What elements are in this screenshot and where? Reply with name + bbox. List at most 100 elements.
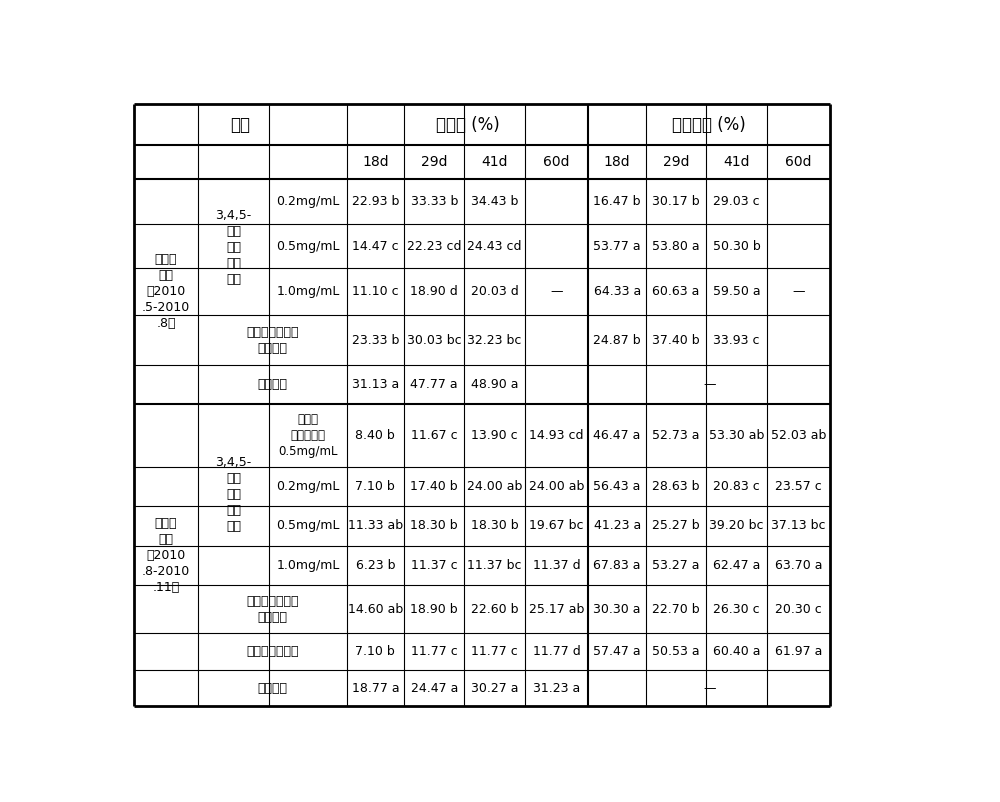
Text: 8.40 b: 8.40 b: [355, 429, 395, 442]
Text: 46.47 a: 46.47 a: [593, 429, 641, 442]
Text: 20.03 d: 20.03 d: [471, 285, 519, 298]
Text: 60d: 60d: [785, 156, 812, 169]
Text: 41d: 41d: [723, 156, 750, 169]
Text: 0.2mg/mL: 0.2mg/mL: [276, 195, 340, 209]
Text: 14.47 c: 14.47 c: [352, 240, 399, 253]
Text: 18.77 a: 18.77 a: [352, 682, 399, 695]
Text: 3,4,5-
三羟
基苯
甲酸
甲酯: 3,4,5- 三羟 基苯 甲酸 甲酯: [215, 456, 252, 533]
Text: 24.87 b: 24.87 b: [593, 334, 641, 346]
Text: 11.33 ab: 11.33 ab: [348, 520, 403, 533]
Text: 64.33 a: 64.33 a: [594, 285, 641, 298]
Text: 18d: 18d: [362, 156, 389, 169]
Text: 处理: 处理: [230, 115, 250, 134]
Text: 11.77 c: 11.77 c: [411, 645, 458, 658]
Text: 22.93 b: 22.93 b: [352, 195, 399, 209]
Text: 空白对照: 空白对照: [257, 378, 287, 391]
Text: 50.30 b: 50.30 b: [713, 240, 760, 253]
Text: 11.37 d: 11.37 d: [533, 559, 580, 572]
Text: 移栽时
开始淋根，
0.5mg/mL: 移栽时 开始淋根， 0.5mg/mL: [278, 413, 338, 458]
Text: 31.13 a: 31.13 a: [352, 378, 399, 391]
Text: 41.23 a: 41.23 a: [594, 520, 641, 533]
Text: 20.30 c: 20.30 c: [775, 603, 822, 616]
Text: 67.83 a: 67.83 a: [593, 559, 641, 572]
Text: 30.03 bc: 30.03 bc: [407, 334, 462, 346]
Text: 24.43 cd: 24.43 cd: [467, 240, 522, 253]
Text: 18d: 18d: [604, 156, 630, 169]
Text: 16.47 b: 16.47 b: [593, 195, 641, 209]
Text: 48.90 a: 48.90 a: [471, 378, 518, 391]
Text: 农用硫酸链霉素
药剂对照: 农用硫酸链霉素 药剂对照: [246, 595, 298, 624]
Text: 11.10 c: 11.10 c: [352, 285, 399, 298]
Text: 14.93 cd: 14.93 cd: [529, 429, 584, 442]
Text: 60.63 a: 60.63 a: [652, 285, 700, 298]
Text: 34.43 b: 34.43 b: [471, 195, 518, 209]
Text: 农用硫酸链霉素
药剂对照: 农用硫酸链霉素 药剂对照: [246, 326, 298, 354]
Text: 11.77 c: 11.77 c: [471, 645, 518, 658]
Text: 52.73 a: 52.73 a: [652, 429, 700, 442]
Text: 7.10 b: 7.10 b: [355, 480, 395, 493]
Text: 22.60 b: 22.60 b: [471, 603, 518, 616]
Text: 24.00 ab: 24.00 ab: [529, 480, 584, 493]
Text: 59.50 a: 59.50 a: [713, 285, 760, 298]
Text: 18.30 b: 18.30 b: [471, 520, 518, 533]
Text: 53.80 a: 53.80 a: [652, 240, 700, 253]
Text: 13.90 c: 13.90 c: [471, 429, 518, 442]
Text: 41d: 41d: [481, 156, 508, 169]
Text: 22.23 cd: 22.23 cd: [407, 240, 461, 253]
Text: 发病率 (%): 发病率 (%): [436, 115, 499, 134]
Text: 防治效果 (%): 防治效果 (%): [672, 115, 746, 134]
Text: 28.63 b: 28.63 b: [652, 480, 700, 493]
Text: 18.30 b: 18.30 b: [410, 520, 458, 533]
Text: 33.93 c: 33.93 c: [713, 334, 760, 346]
Text: 1.0mg/mL: 1.0mg/mL: [276, 559, 340, 572]
Text: 23.33 b: 23.33 b: [352, 334, 399, 346]
Text: 61.97 a: 61.97 a: [775, 645, 822, 658]
Text: 56.43 a: 56.43 a: [593, 480, 641, 493]
Text: 30.27 a: 30.27 a: [471, 682, 518, 695]
Text: 62.47 a: 62.47 a: [713, 559, 760, 572]
Text: 19.67 bc: 19.67 bc: [529, 520, 584, 533]
Text: 11.37 c: 11.37 c: [411, 559, 458, 572]
Text: 60.40 a: 60.40 a: [713, 645, 760, 658]
Text: 39.20 bc: 39.20 bc: [709, 520, 764, 533]
Text: 7.10 b: 7.10 b: [355, 645, 395, 658]
Text: 11.37 bc: 11.37 bc: [467, 559, 522, 572]
Text: 60d: 60d: [543, 156, 570, 169]
Text: 11.77 d: 11.77 d: [533, 645, 581, 658]
Text: 18.90 b: 18.90 b: [410, 603, 458, 616]
Text: 3,4,5-
三羟
基苯
甲酸
甲酯: 3,4,5- 三羟 基苯 甲酸 甲酯: [215, 209, 252, 286]
Text: —: —: [550, 285, 563, 298]
Text: 0.5mg/mL: 0.5mg/mL: [276, 240, 340, 253]
Text: 30.17 b: 30.17 b: [652, 195, 700, 209]
Text: 23.57 c: 23.57 c: [775, 480, 822, 493]
Text: 53.27 a: 53.27 a: [652, 559, 700, 572]
Text: 1.0mg/mL: 1.0mg/mL: [276, 285, 340, 298]
Text: 26.30 c: 26.30 c: [713, 603, 760, 616]
Text: 37.13 bc: 37.13 bc: [771, 520, 826, 533]
Text: 31.23 a: 31.23 a: [533, 682, 580, 695]
Text: 22.70 b: 22.70 b: [652, 603, 700, 616]
Text: 25.17 ab: 25.17 ab: [529, 603, 584, 616]
Text: —: —: [792, 285, 805, 298]
Text: 29d: 29d: [663, 156, 689, 169]
Text: 17.40 b: 17.40 b: [410, 480, 458, 493]
Text: 第二次
试验
（2010
.8-2010
.11）: 第二次 试验 （2010 .8-2010 .11）: [142, 516, 190, 593]
Text: 0.5mg/mL: 0.5mg/mL: [276, 520, 340, 533]
Text: 53.77 a: 53.77 a: [593, 240, 641, 253]
Text: 53.30 ab: 53.30 ab: [709, 429, 764, 442]
Text: 25.27 b: 25.27 b: [652, 520, 700, 533]
Text: 50.53 a: 50.53 a: [652, 645, 700, 658]
Text: 32.23 bc: 32.23 bc: [467, 334, 522, 346]
Text: 噻菌铜药剂对照: 噻菌铜药剂对照: [246, 645, 298, 658]
Text: 第一次
试验
（2010
.5-2010
.8）: 第一次 试验 （2010 .5-2010 .8）: [142, 253, 190, 330]
Text: 20.83 c: 20.83 c: [713, 480, 760, 493]
Text: 63.70 a: 63.70 a: [775, 559, 822, 572]
Text: 24.47 a: 24.47 a: [411, 682, 458, 695]
Text: 11.67 c: 11.67 c: [411, 429, 458, 442]
Text: 6.23 b: 6.23 b: [356, 559, 395, 572]
Text: 29d: 29d: [421, 156, 447, 169]
Text: 52.03 ab: 52.03 ab: [771, 429, 826, 442]
Text: 33.33 b: 33.33 b: [411, 195, 458, 209]
Text: —: —: [703, 378, 716, 391]
Text: 空白对照: 空白对照: [257, 682, 287, 695]
